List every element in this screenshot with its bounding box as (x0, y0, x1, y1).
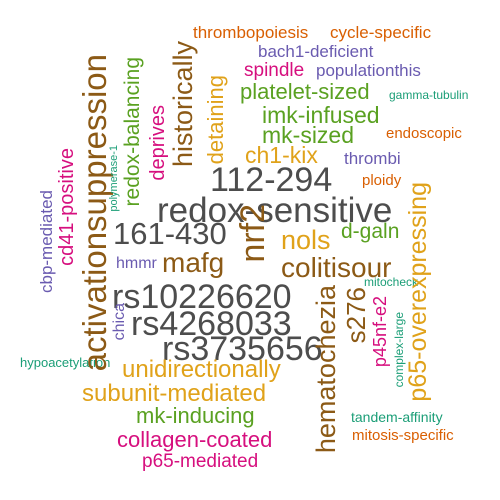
word-cycle-specific: cycle-specific (330, 23, 432, 42)
word-imk-infused: imk-infused (262, 102, 380, 128)
word-deprives: deprives (147, 105, 169, 181)
word-polymerase-1: polymerase-1 (108, 145, 120, 212)
word-detaining: detaining (203, 75, 228, 165)
word-rs3735656: rs3735656 (162, 330, 323, 368)
word-ploidy: ploidy (362, 172, 402, 189)
word-cd41-positive: cd41-positive (56, 148, 78, 266)
word-rs10226620: rs10226620 (112, 278, 292, 316)
word-hmmr: hmmr (116, 255, 157, 272)
word-populationthis: populationthis (316, 61, 421, 80)
word-endoscopic: endoscopic (386, 125, 462, 142)
word-activationsuppression: activationsuppression (76, 54, 113, 372)
word-spindle: spindle (244, 60, 305, 81)
word-cbp-mediated: cbp-mediated (37, 190, 56, 294)
word-mitocheck: mitocheck (364, 275, 419, 289)
word-subunit-mediated: subunit-mediated (82, 380, 267, 407)
word-collagen-coated: collagen-coated (117, 427, 273, 452)
word-nrf2: nrf2 (234, 204, 272, 263)
word-bach1-deficient: bach1-deficient (258, 42, 374, 61)
word-unidirectionally: unidirectionally (122, 356, 281, 383)
word-mafg: mafg (162, 247, 225, 278)
word-redox-sensitive: redox-sensitive (157, 191, 393, 230)
word-p45nf-e2: p45nf-e2 (370, 296, 390, 368)
word-ch1-kix: ch1-kix (245, 142, 318, 168)
word-redox-balancing: redox-balancing (121, 57, 144, 207)
word-colitisour: colitisour (281, 252, 392, 283)
word-thrombopoiesis: thrombopoiesis (193, 23, 309, 42)
word-161-430: 161-430 (113, 216, 227, 251)
word-historically: historically (168, 41, 198, 168)
word-d-galn: d-galn (341, 220, 400, 243)
word-rs4268033: rs4268033 (131, 305, 292, 343)
word-s276: s276 (341, 287, 371, 344)
word-mk-sized: mk-sized (262, 122, 355, 148)
word-tandem-affinity: tandem-affinity (351, 409, 443, 425)
word-gamma-tubulin: gamma-tubulin (389, 88, 469, 102)
word-chica: chica (111, 303, 128, 341)
word-hematochezia: hematochezia (311, 285, 341, 454)
word-platelet-sized: platelet-sized (240, 79, 370, 104)
word-nols: nols (281, 225, 331, 255)
word-hypoacetylation: hypoacetylation (20, 355, 111, 370)
word-p65-mediated: p65-mediated (142, 451, 259, 472)
word-thrombi: thrombi (344, 149, 401, 168)
word-p65-overexpressing: p65-overexpressing (404, 182, 432, 402)
word-112-294: 112-294 (210, 161, 333, 199)
word-mk-inducing: mk-inducing (136, 403, 255, 428)
word-mitosis-specific: mitosis-specific (352, 427, 454, 444)
